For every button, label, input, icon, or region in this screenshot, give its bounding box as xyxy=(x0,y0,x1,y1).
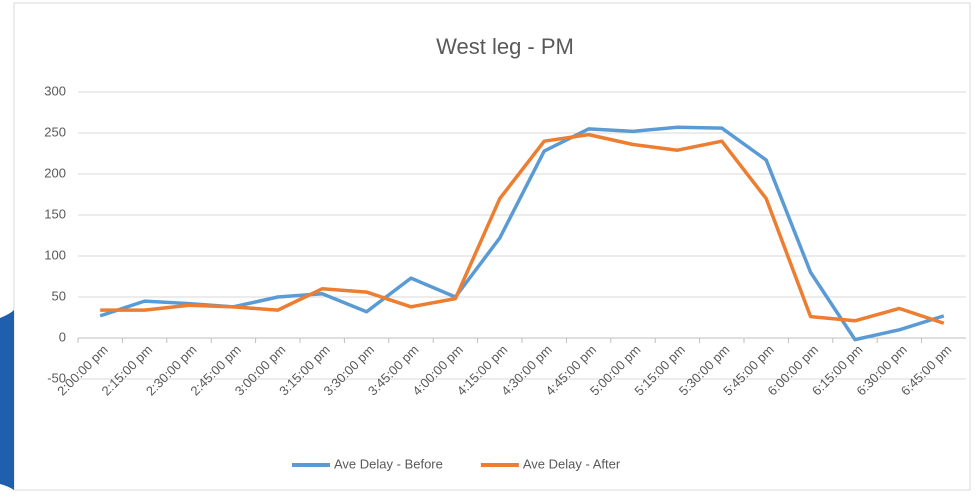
y-tick-label: 100 xyxy=(44,247,66,262)
series-line xyxy=(99,125,945,342)
y-tick-label: 150 xyxy=(44,206,66,221)
y-tick-label: -50 xyxy=(47,370,66,385)
y-tick-label: 0 xyxy=(59,329,66,344)
y-tick-label: 300 xyxy=(44,83,66,98)
chart-title: West leg - PM xyxy=(436,34,574,59)
y-tick-label: 200 xyxy=(44,165,66,180)
decoration xyxy=(0,310,14,490)
y-tick-label: 250 xyxy=(44,124,66,139)
legend-label: Ave Delay - Before xyxy=(334,456,443,471)
series-line xyxy=(100,132,945,325)
legend-label: Ave Delay - After xyxy=(523,456,621,471)
y-tick-label: 50 xyxy=(52,288,66,303)
